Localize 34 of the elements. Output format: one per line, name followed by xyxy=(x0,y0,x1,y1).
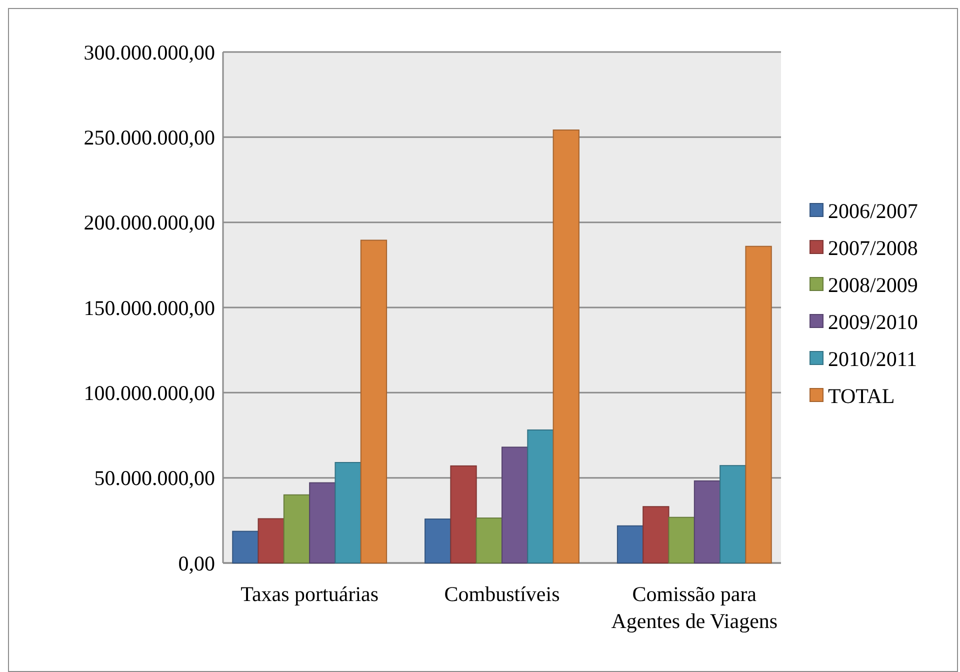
bar xyxy=(642,506,670,564)
bar xyxy=(450,465,477,564)
bar xyxy=(360,240,388,564)
legend-label: TOTAL xyxy=(828,384,895,408)
y-tick-label: 300.000.000,00 xyxy=(84,40,215,64)
bar xyxy=(502,446,528,564)
legend-label: 2010/2011 xyxy=(828,346,918,371)
bar xyxy=(476,518,502,564)
legend-label: 2008/2009 xyxy=(828,272,918,297)
legend-label: 2007/2008 xyxy=(828,236,918,260)
bar xyxy=(424,518,452,564)
bar xyxy=(283,494,310,564)
x-tick-label: Comissão para Agentes de Viagens xyxy=(611,582,778,633)
bar xyxy=(527,429,554,564)
y-tick-label: 250.000.000,00 xyxy=(84,126,215,150)
bar xyxy=(258,518,284,564)
y-tick-label: 100.000.000,00 xyxy=(84,381,215,406)
y-tick-label: 50.000.000,00 xyxy=(94,466,215,490)
y-tick-label: 200.000.000,00 xyxy=(84,210,215,235)
legend-label: 2009/2010 xyxy=(828,310,918,334)
y-tick-label: 0,00 xyxy=(178,551,215,576)
bar xyxy=(745,246,772,564)
bar xyxy=(694,480,721,564)
x-tick-label: Combustíveis xyxy=(444,582,560,606)
x-tick-label: Taxas portuárias xyxy=(240,582,379,606)
bar xyxy=(334,462,362,564)
bar xyxy=(720,465,746,564)
bar xyxy=(616,525,644,564)
bar xyxy=(552,130,580,564)
bar xyxy=(232,530,259,564)
y-tick-label: 150.000.000,00 xyxy=(84,296,215,320)
bar xyxy=(309,482,336,564)
legend-label: 2006/2007 xyxy=(828,198,918,223)
bar xyxy=(668,516,695,564)
